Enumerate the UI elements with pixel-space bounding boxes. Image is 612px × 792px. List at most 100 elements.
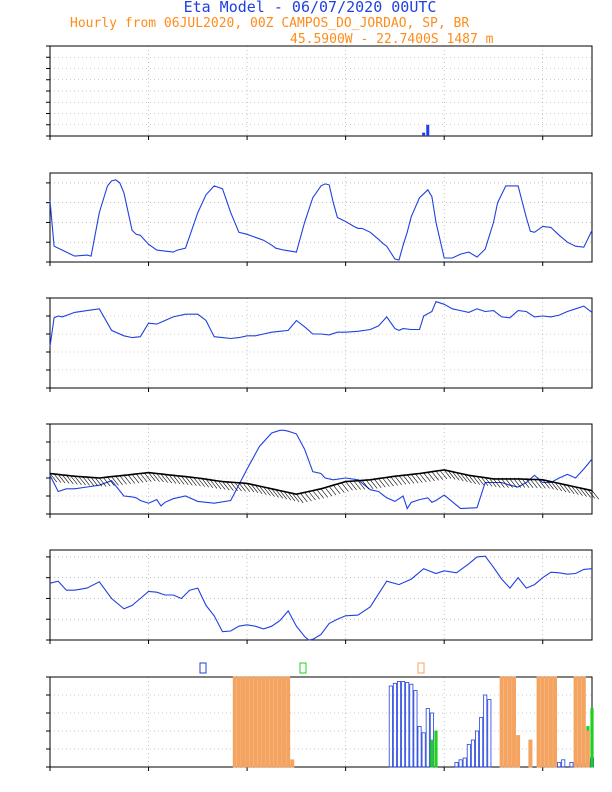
wind-barb	[333, 485, 341, 495]
low-clouds-bar	[470, 739, 475, 768]
wind-barb	[181, 476, 189, 486]
wind-barb	[177, 475, 185, 485]
wind-barb	[242, 482, 251, 492]
wind-barb	[390, 476, 398, 486]
wind-barb	[119, 475, 127, 485]
wind-barb	[402, 475, 411, 485]
wind-barb	[423, 472, 431, 482]
wind-barb	[583, 488, 591, 498]
wind-barb	[472, 475, 480, 485]
wind-barb	[534, 479, 542, 489]
low-clouds-bar	[388, 685, 393, 768]
wind-barb	[287, 492, 296, 502]
wind-barb	[493, 478, 501, 488]
temp-series-line	[49, 179, 593, 261]
wind-barb	[324, 487, 333, 497]
low-clouds-bar	[462, 757, 467, 768]
precip-bar	[426, 124, 430, 136]
wind-barb	[164, 474, 173, 484]
wind-barb	[521, 478, 530, 488]
wind-barb	[185, 476, 193, 486]
wind-barb	[460, 473, 468, 483]
wind-barb	[394, 476, 402, 486]
high-clouds-bar	[536, 676, 541, 768]
precip-panel	[46, 45, 593, 140]
wind-barb	[74, 476, 82, 486]
high-clouds-bar	[577, 676, 582, 768]
wind-barb	[275, 489, 283, 499]
wind-barb	[144, 472, 152, 482]
wind-barb	[271, 488, 279, 498]
wind-barb	[53, 473, 62, 483]
wind-barb	[476, 476, 485, 486]
rh-series-line	[49, 300, 593, 347]
wind-barb	[123, 475, 131, 485]
low-clouds-bar	[454, 762, 459, 768]
wind-barb	[222, 481, 230, 491]
wind-barb	[131, 474, 140, 484]
wind-barb	[398, 475, 407, 485]
wind-barb	[382, 477, 390, 487]
wind-barb	[464, 474, 472, 484]
low-clouds-bar	[569, 762, 574, 768]
low-clouds-bar	[413, 690, 418, 768]
wind-barb	[238, 482, 246, 492]
wind-barb	[99, 477, 107, 487]
rh-frame	[49, 297, 593, 389]
wind-barb	[111, 476, 119, 486]
wind-barb	[62, 474, 70, 484]
high-clouds-bar	[249, 676, 254, 768]
low-clouds-bar	[405, 682, 410, 768]
mslp-frame	[49, 549, 593, 641]
low-clouds-bar	[561, 759, 566, 768]
wind-barb	[353, 480, 361, 490]
high-clouds-bar	[273, 676, 278, 768]
model-title: Eta Model - 06/07/2020 00UTC	[184, 0, 437, 16]
wind-barb	[148, 472, 156, 482]
wind-panel	[46, 423, 600, 518]
low-clouds-bar	[421, 732, 426, 768]
wind-barb	[563, 484, 571, 494]
low-clouds-bar	[487, 699, 492, 768]
wind-barb	[480, 476, 489, 486]
wind-barb	[94, 477, 103, 487]
high-clouds-bar	[548, 676, 553, 768]
precip-bar	[422, 132, 426, 136]
wind-barb	[140, 473, 148, 483]
wind-barb	[406, 474, 415, 484]
wind-barb	[509, 478, 517, 488]
low-clouds-bar	[475, 730, 480, 768]
wind-barb	[193, 477, 201, 487]
wind-barb	[501, 478, 509, 488]
low-clouds-bar	[479, 717, 484, 768]
wind-barb	[374, 479, 382, 489]
wind-barb	[550, 481, 559, 491]
wind-barb	[345, 481, 353, 491]
wind-barb	[267, 487, 275, 497]
wind-barb	[517, 478, 526, 488]
wind-barb	[156, 473, 164, 483]
wind-barb	[152, 472, 160, 482]
wind-barb	[234, 482, 242, 492]
wind-barb	[201, 478, 209, 488]
wind-barb	[320, 488, 329, 498]
wind-frame	[49, 423, 593, 515]
mslp-panel	[46, 549, 593, 644]
low-clouds-bar	[425, 708, 430, 768]
wind-barb	[505, 478, 513, 488]
temp-frame	[49, 172, 593, 263]
wind-barb	[205, 479, 214, 489]
wind-barb	[497, 478, 505, 488]
wind-barb	[103, 477, 111, 487]
legend-swatch-2	[417, 662, 425, 674]
middle-clouds-bar	[434, 730, 438, 768]
high-clouds-bar	[236, 676, 241, 768]
wind-barb	[579, 487, 587, 497]
low-clouds-bar	[557, 762, 562, 768]
wind-barb	[218, 480, 226, 490]
wind-barb	[250, 484, 259, 494]
wind-barb	[308, 491, 316, 501]
low-clouds-bar	[417, 726, 422, 768]
low-clouds-bar	[392, 682, 397, 768]
wind-barb	[370, 479, 378, 489]
